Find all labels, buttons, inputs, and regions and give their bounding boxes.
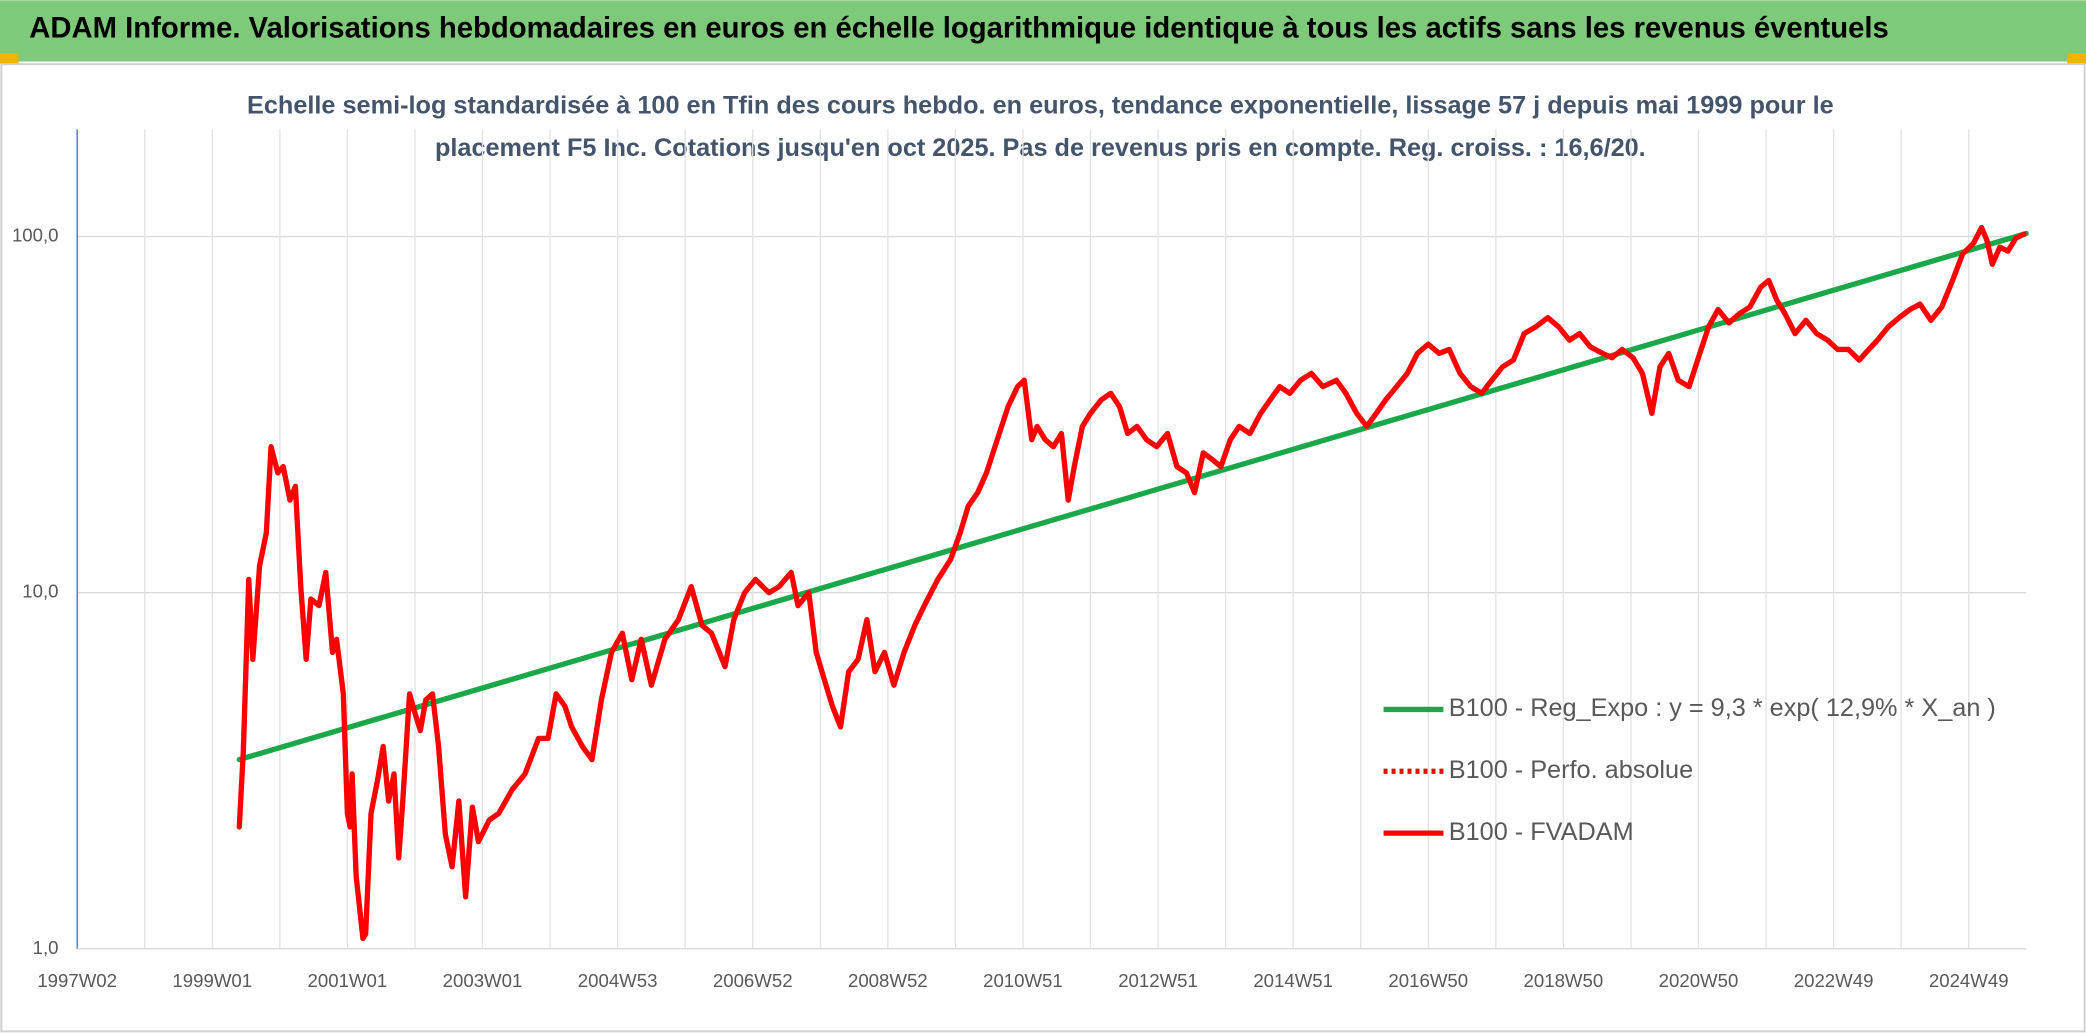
legend: B100 - Reg_Expo : y = 9,3 * exp( 12,9% *… xyxy=(1383,694,1996,846)
x-tick-label: 2008W52 xyxy=(848,970,928,991)
x-tick-label: 2006W52 xyxy=(713,970,793,991)
x-tick-label: 1999W01 xyxy=(172,970,252,991)
series-line xyxy=(236,224,2027,942)
legend-label: B100 - Reg_Expo : y = 9,3 * exp( 12,9% *… xyxy=(1449,694,1996,722)
chart-title: ADAM Informe. Valorisations hebdomadaire… xyxy=(29,12,1889,44)
x-tick-label: 2016W50 xyxy=(1388,970,1468,991)
x-tick-label: 2018W50 xyxy=(1524,970,1604,991)
legend-label: B100 - FVADAM xyxy=(1449,818,1634,846)
x-tick-label: 2001W01 xyxy=(308,970,388,991)
x-tick-label: 2010W51 xyxy=(983,970,1063,991)
x-tick-label: 2024W49 xyxy=(1929,970,2009,991)
corner-mark xyxy=(0,53,19,65)
legend-label: B100 - Perfo. absolue xyxy=(1449,756,1693,784)
chart-subtitle: placement F5 Inc. Cotations jusqu'en oct… xyxy=(435,134,1646,162)
corner-mark xyxy=(2067,53,2086,65)
x-tick-label: 2020W50 xyxy=(1659,970,1739,991)
x-tick-label: 2003W01 xyxy=(443,970,523,991)
x-tick-label: 2014W51 xyxy=(1253,970,1333,991)
chart-subtitle: Echelle semi-log standardisée à 100 en T… xyxy=(247,91,1834,119)
x-tick-label: 2004W53 xyxy=(578,970,658,991)
y-tick-label: 100,0 xyxy=(12,224,59,245)
chart-border xyxy=(0,63,2086,1033)
x-tick-label: 2022W49 xyxy=(1794,970,1874,991)
plot-area: 1,0 10,0 100,0 1997W02 1999W01 2001W01 2003W01… xyxy=(12,129,2029,991)
y-tick-label: 10,0 xyxy=(22,581,58,602)
x-tick-label: 2012W51 xyxy=(1118,970,1198,991)
x-tick-label: 1997W02 xyxy=(37,970,117,991)
header-bar xyxy=(0,0,2086,62)
y-tick-label: 1,0 xyxy=(33,937,59,958)
